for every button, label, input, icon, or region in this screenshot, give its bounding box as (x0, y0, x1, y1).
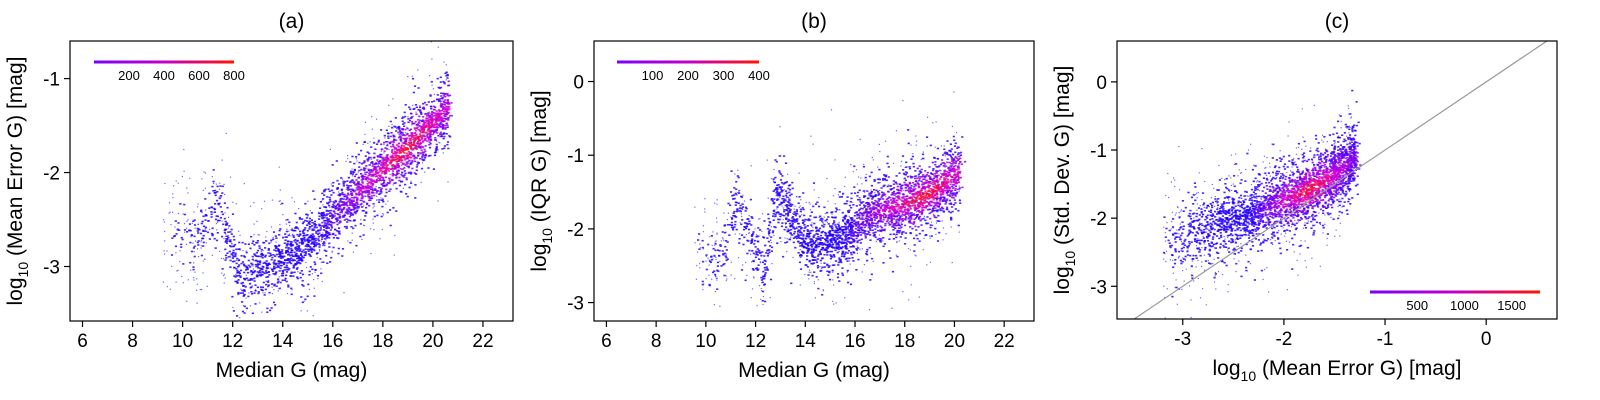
y-label-rest: (Std. Dev. G) [mag] (1051, 66, 1074, 251)
y-tick-label: -3 (567, 294, 584, 315)
density-cloud (694, 91, 967, 311)
colorbar-tick-label: 600 (188, 68, 210, 83)
x-tick-label: 20 (422, 331, 443, 352)
panel-b: 6 8 10 12 14 16 18 20 22 -3 -2 -1 0 (b) Median G (mag)… (528, 10, 1035, 382)
x-tick-label: 12 (745, 331, 766, 352)
y-tick-label: -1 (567, 146, 584, 167)
y-tick-label: -3 (43, 258, 60, 279)
x-tick-label: 12 (222, 331, 243, 352)
y-tick-label: -1 (43, 70, 60, 91)
density-cloud (1162, 89, 1362, 319)
x-tick-label: 6 (77, 331, 88, 352)
panel-title: (c) (1325, 10, 1350, 33)
colorbar-tick-label: 1000 (1450, 298, 1479, 313)
x-axis-label: log10 (Mean Error G) [mag] (1213, 357, 1462, 384)
colorbar-tick-label: 100 (642, 68, 664, 83)
x-axis-label: Median G (mag) (738, 359, 890, 382)
y-tick-label: -3 (1090, 277, 1107, 298)
x-tick-label: 18 (372, 331, 393, 352)
y-label-subscript: 10 (1062, 251, 1078, 267)
x-tick-label: 20 (944, 331, 965, 352)
x-tick-label: 22 (994, 331, 1015, 352)
panel-c: -3 -2 -1 0-3-2-10(c)log10 (Mean Error G) [m… (1051, 10, 1558, 384)
colorbar: 500 1000 1500 (1370, 290, 1540, 313)
y-tick-label: -2 (1090, 209, 1107, 230)
x-tick-label: 22 (472, 331, 493, 352)
y-tick-label: -1 (1090, 141, 1107, 162)
x-tick-label: 16 (844, 331, 865, 352)
x-tick-label: 8 (127, 331, 138, 352)
y-tick-label: -2 (43, 164, 60, 185)
y-label-log: log (4, 277, 27, 305)
panel-a: 6 8 10 12 14 16 18 20 22 -3 -2 -1 (a) Median G (mag) l… (4, 10, 514, 382)
colorbar-gradient (1370, 290, 1540, 294)
plot-frame (1116, 40, 1558, 320)
colorbar-tick-label: 400 (153, 68, 175, 83)
colorbar-tick-label: 200 (118, 68, 140, 83)
colorbar: 200 400 600 800 (94, 60, 245, 83)
colorbar-tick-label: 800 (223, 68, 245, 83)
y-axis-label: log10 (Std. Dev. G) [mag] (1051, 66, 1078, 295)
colorbar: 100 200 300 400 (617, 60, 770, 83)
y-axis-label: log10 (Mean Error G) [mag] (4, 57, 31, 306)
y-label-log: log (528, 244, 551, 272)
x-tick-label: 14 (272, 331, 294, 352)
y-axis-label: log10 (IQR G) [mag] (528, 90, 555, 271)
x-label-subscript: 10 (1241, 368, 1257, 384)
x-tick-label: 14 (795, 331, 817, 352)
colorbar-tick-label: 400 (748, 68, 770, 83)
x-tick-label: -1 (1377, 329, 1394, 350)
x-tick-label: 10 (172, 331, 193, 352)
y-tick-label: 0 (1096, 73, 1107, 94)
colorbar-gradient (94, 60, 234, 64)
x-axis-label: Median G (mag) (216, 359, 368, 382)
panel-title: (b) (801, 10, 827, 33)
plot-frame (69, 40, 514, 322)
x-tick-label: 16 (322, 331, 343, 352)
colorbar-tick-label: 200 (677, 68, 699, 83)
y-tick-label: 0 (573, 73, 584, 94)
x-label-rest: (Mean Error G) [mag] (1256, 357, 1461, 380)
y-label-subscript: 10 (539, 228, 555, 244)
y-label-rest: (Mean Error G) [mag] (4, 57, 27, 262)
x-tick-label: -3 (1174, 329, 1191, 350)
x-tick-label: 8 (651, 331, 662, 352)
x-tick-label: -2 (1275, 329, 1292, 350)
density-cloud (162, 41, 453, 321)
y-label-subscript: 10 (15, 262, 31, 278)
y-tick-label: -2 (567, 220, 584, 241)
colorbar-gradient (617, 60, 759, 64)
colorbar-tick-label: 1500 (1497, 298, 1526, 313)
x-tick-label: 18 (894, 331, 915, 352)
colorbar-tick-label: 300 (713, 68, 735, 83)
plot-frame (593, 40, 1035, 322)
identity-line (1133, 40, 1548, 320)
x-tick-label: 10 (695, 331, 716, 352)
x-label-log: log (1213, 357, 1241, 380)
x-tick-label: 6 (601, 331, 612, 352)
y-label-rest: (IQR G) [mag] (528, 90, 551, 228)
colorbar-tick-label: 500 (1406, 298, 1428, 313)
x-tick-label: 0 (1481, 329, 1492, 350)
y-label-log: log (1051, 266, 1074, 294)
panel-title: (a) (279, 10, 305, 33)
